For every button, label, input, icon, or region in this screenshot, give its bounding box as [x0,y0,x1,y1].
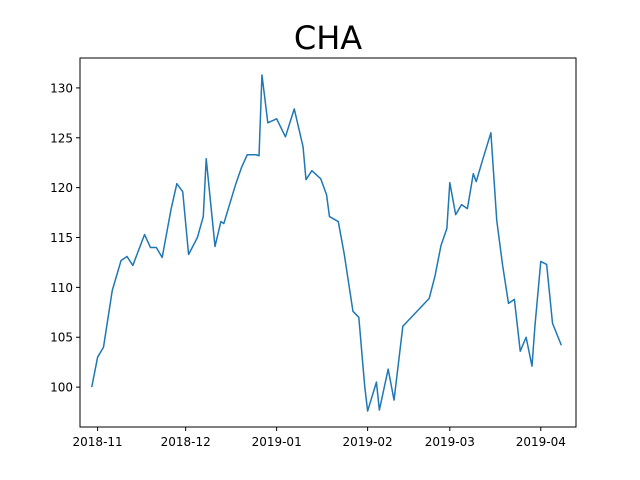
plot-area [80,58,576,427]
x-tick-label: 2019-03 [425,435,475,449]
y-tick-label: 110 [50,281,73,295]
y-tick-label: 120 [50,181,73,195]
y-axis: 100 105 110 115 120 125 130 [50,81,80,395]
y-tick-label: 105 [50,331,73,345]
y-tick-label: 100 [50,381,73,395]
plot-frame [79,57,577,428]
x-axis: 2018-11 2018-12 2019-01 2019-02 2019-03 2019-… [73,427,566,449]
series-line-cha [91,74,563,412]
x-tick-label: 2019-04 [516,435,566,449]
y-tick-label: 115 [50,231,73,245]
x-tick-label: 2019-01 [252,435,302,449]
y-tick-label: 125 [50,131,73,145]
x-tick-label: 2018-12 [161,435,211,449]
y-tick-label: 130 [50,81,73,95]
x-tick-label: 2018-11 [73,435,123,449]
chart-title: CHA [294,19,362,57]
x-tick-label: 2019-02 [343,435,393,449]
